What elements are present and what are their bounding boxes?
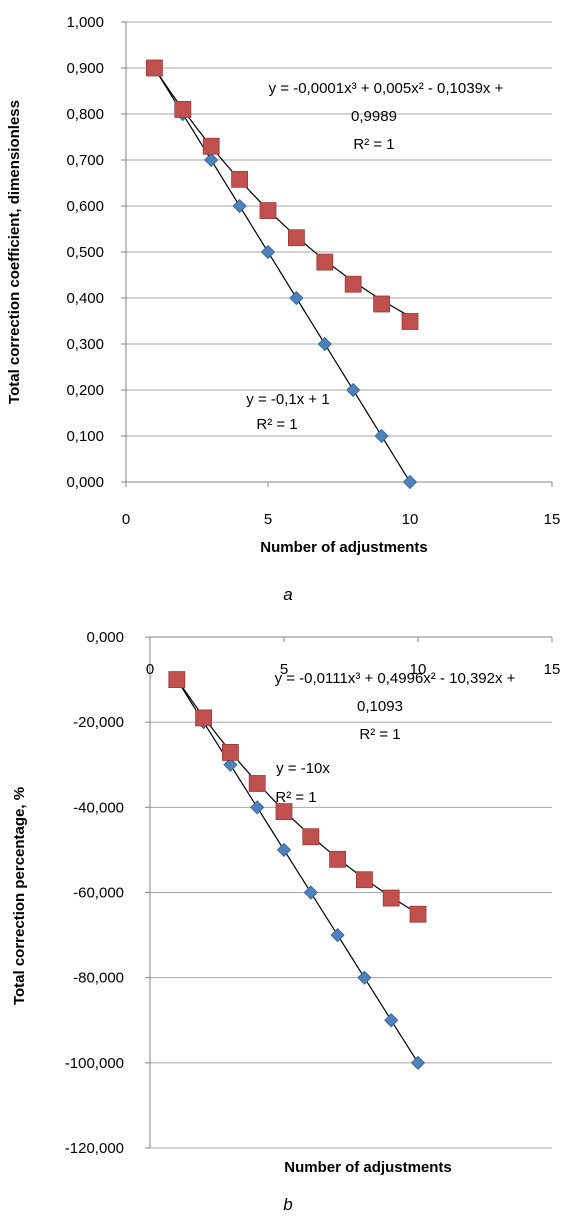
y-tick-label: 0,800 xyxy=(66,106,104,123)
data-point-square xyxy=(344,275,362,293)
data-point-square xyxy=(275,803,293,820)
data-point-diamond xyxy=(384,1013,399,1028)
data-point-square xyxy=(287,229,305,247)
figure-caption: a xyxy=(283,585,292,604)
y-tick-label: 0,700 xyxy=(66,152,104,169)
y-tick-label: 1,000 xyxy=(66,14,104,31)
data-point-diamond xyxy=(357,970,372,985)
data-point-diamond xyxy=(317,336,332,352)
data-point-square xyxy=(195,709,213,727)
data-point-diamond xyxy=(276,842,292,857)
trendline-equation-label: y = -0,0111x³ + 0,4996x² - 10,392x + xyxy=(275,670,516,687)
trendline-equation-label: R² = 1 xyxy=(275,789,316,806)
trendline-equation-label: y = -0,1x + 1 xyxy=(246,391,329,408)
x-tick-label: 10 xyxy=(410,661,427,678)
data-point-square xyxy=(168,671,186,688)
data-point-square xyxy=(355,871,373,889)
y-tick-label: 0,100 xyxy=(66,428,104,445)
data-point-diamond xyxy=(223,757,238,772)
data-point-square xyxy=(409,905,427,923)
data-point-square xyxy=(373,295,391,313)
data-point-diamond xyxy=(402,474,418,490)
data-point-diamond xyxy=(260,244,276,260)
x-axis-title: Number of adjustments xyxy=(284,1159,452,1176)
x-tick-label: 15 xyxy=(544,661,561,678)
y-tick-label: 0,500 xyxy=(66,244,104,261)
y-tick-label: 0,900 xyxy=(66,60,104,77)
trendline-equation-label: y = -0,0001x³ + 0,005x² - 0,1039x + xyxy=(269,80,504,97)
trendline-equation-label: 0,9989 xyxy=(351,108,397,125)
trendline-equation-label: R² = 1 xyxy=(359,726,400,743)
figure-caption: b xyxy=(283,1195,292,1214)
y-tick-label: -40,000 xyxy=(73,799,124,816)
trendline-equation-label: y = -10x xyxy=(276,760,330,777)
data-point-square xyxy=(248,775,266,792)
trendline-equation-label: R² = 1 xyxy=(256,416,297,433)
x-tick-label: 15 xyxy=(544,511,561,528)
trendline-series-1 xyxy=(176,679,419,1064)
data-point-square xyxy=(401,313,419,330)
y-tick-label: 0,000 xyxy=(66,474,104,491)
data-point-square xyxy=(302,828,320,846)
trendline-series-2 xyxy=(153,67,411,317)
x-tick-label: 0 xyxy=(146,661,154,678)
data-point-square xyxy=(221,744,239,761)
data-point-diamond xyxy=(204,152,219,168)
data-point-diamond xyxy=(289,290,304,306)
y-tick-label: -120,000 xyxy=(65,1140,124,1157)
data-point-square xyxy=(259,202,277,220)
y-tick-label: -80,000 xyxy=(73,970,124,987)
data-point-diamond xyxy=(374,428,389,444)
y-tick-label: 0,200 xyxy=(66,382,104,399)
trendline-equation-label: 0,1093 xyxy=(357,698,403,715)
data-point-square xyxy=(145,59,163,77)
data-point-diamond xyxy=(330,928,345,943)
chart-b: 0,000 -20,000 -40,000 -60,000 -80,000 -100,00… xyxy=(11,629,560,1214)
y-tick-label: 0,300 xyxy=(66,336,104,353)
data-point-diamond xyxy=(303,885,318,900)
y-tick-label: -60,000 xyxy=(73,885,124,902)
data-point-square xyxy=(231,170,249,188)
x-tick-label: 5 xyxy=(264,511,272,528)
data-point-diamond xyxy=(250,800,265,815)
data-point-square xyxy=(202,137,220,155)
data-point-diamond xyxy=(232,198,247,214)
y-tick-label: 0,000 xyxy=(86,629,124,646)
data-point-diamond xyxy=(410,1055,426,1070)
y-axis-title: Total correction percentage, % xyxy=(11,787,28,1005)
data-point-square xyxy=(382,889,400,907)
y-tick-label: -100,000 xyxy=(65,1055,124,1072)
trendline-equation-label: R² = 1 xyxy=(353,136,394,153)
x-tick-label: 5 xyxy=(280,661,288,678)
chart-a: 0,000 0,100 0,200 0,300 0,400 0,500 0,600 0,700… xyxy=(6,14,560,604)
x-tick-label: 0 xyxy=(122,511,130,528)
trendline-series-2 xyxy=(176,678,419,915)
data-point-diamond xyxy=(346,382,361,398)
y-axis-title: Total correction coefficient, dimensionl… xyxy=(6,100,23,404)
trendline-series-1 xyxy=(153,67,411,483)
x-axis-title: Number of adjustments xyxy=(260,539,428,556)
y-tick-label: 0,600 xyxy=(66,198,104,215)
data-point-square xyxy=(174,101,192,118)
data-point-square xyxy=(329,850,347,868)
data-point-square xyxy=(316,253,334,271)
x-tick-label: 10 xyxy=(402,511,419,528)
y-tick-label: 0,400 xyxy=(66,290,104,307)
y-tick-label: -20,000 xyxy=(73,714,124,731)
